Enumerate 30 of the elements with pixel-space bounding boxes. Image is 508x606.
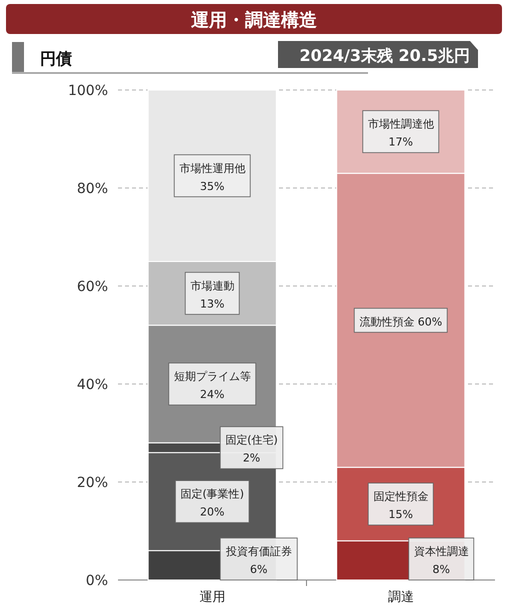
text: 流動性預金 60% bbox=[359, 315, 442, 328]
chart-subtitle: 円債 bbox=[40, 49, 72, 68]
series-label: 固定性預金 bbox=[373, 490, 428, 504]
data-label: 24% bbox=[200, 388, 224, 401]
data-label: 13% bbox=[200, 297, 224, 310]
text: 2024/3末残 20.5兆円 bbox=[299, 46, 470, 65]
y-tick-label: 60% bbox=[76, 279, 108, 295]
data-label: 15% bbox=[388, 508, 413, 522]
y-tick-label: 20% bbox=[76, 475, 108, 491]
data-label: 20% bbox=[200, 506, 224, 519]
y-tick-label: 100% bbox=[68, 83, 108, 99]
data-label: 17% bbox=[388, 136, 413, 149]
data-label: 8% bbox=[432, 563, 450, 576]
series-label: 市場性運用他 bbox=[179, 162, 246, 175]
series-label: 固定(事業性) bbox=[180, 488, 244, 501]
x-tick-label: 運用 bbox=[199, 590, 226, 605]
y-tick-label: 80% bbox=[76, 181, 108, 197]
series-label: 資本性調達 bbox=[414, 545, 469, 558]
series-label: 短期プライム等 bbox=[174, 370, 251, 383]
y-tick-label: 0% bbox=[86, 573, 108, 589]
series-label: 市場連動 bbox=[190, 279, 234, 292]
data-label: 2% bbox=[242, 452, 260, 465]
data-label: 6% bbox=[250, 563, 268, 576]
chart-title: 運用・調達構造 bbox=[190, 10, 317, 31]
series-label: 固定(住宅) bbox=[225, 434, 278, 447]
series-label: 投資有価証券 bbox=[224, 545, 292, 558]
series-label: 市場性調達他 bbox=[368, 118, 434, 131]
y-tick-label: 40% bbox=[76, 377, 108, 393]
data-label: 35% bbox=[200, 180, 224, 193]
x-tick-label: 調達 bbox=[388, 590, 414, 605]
